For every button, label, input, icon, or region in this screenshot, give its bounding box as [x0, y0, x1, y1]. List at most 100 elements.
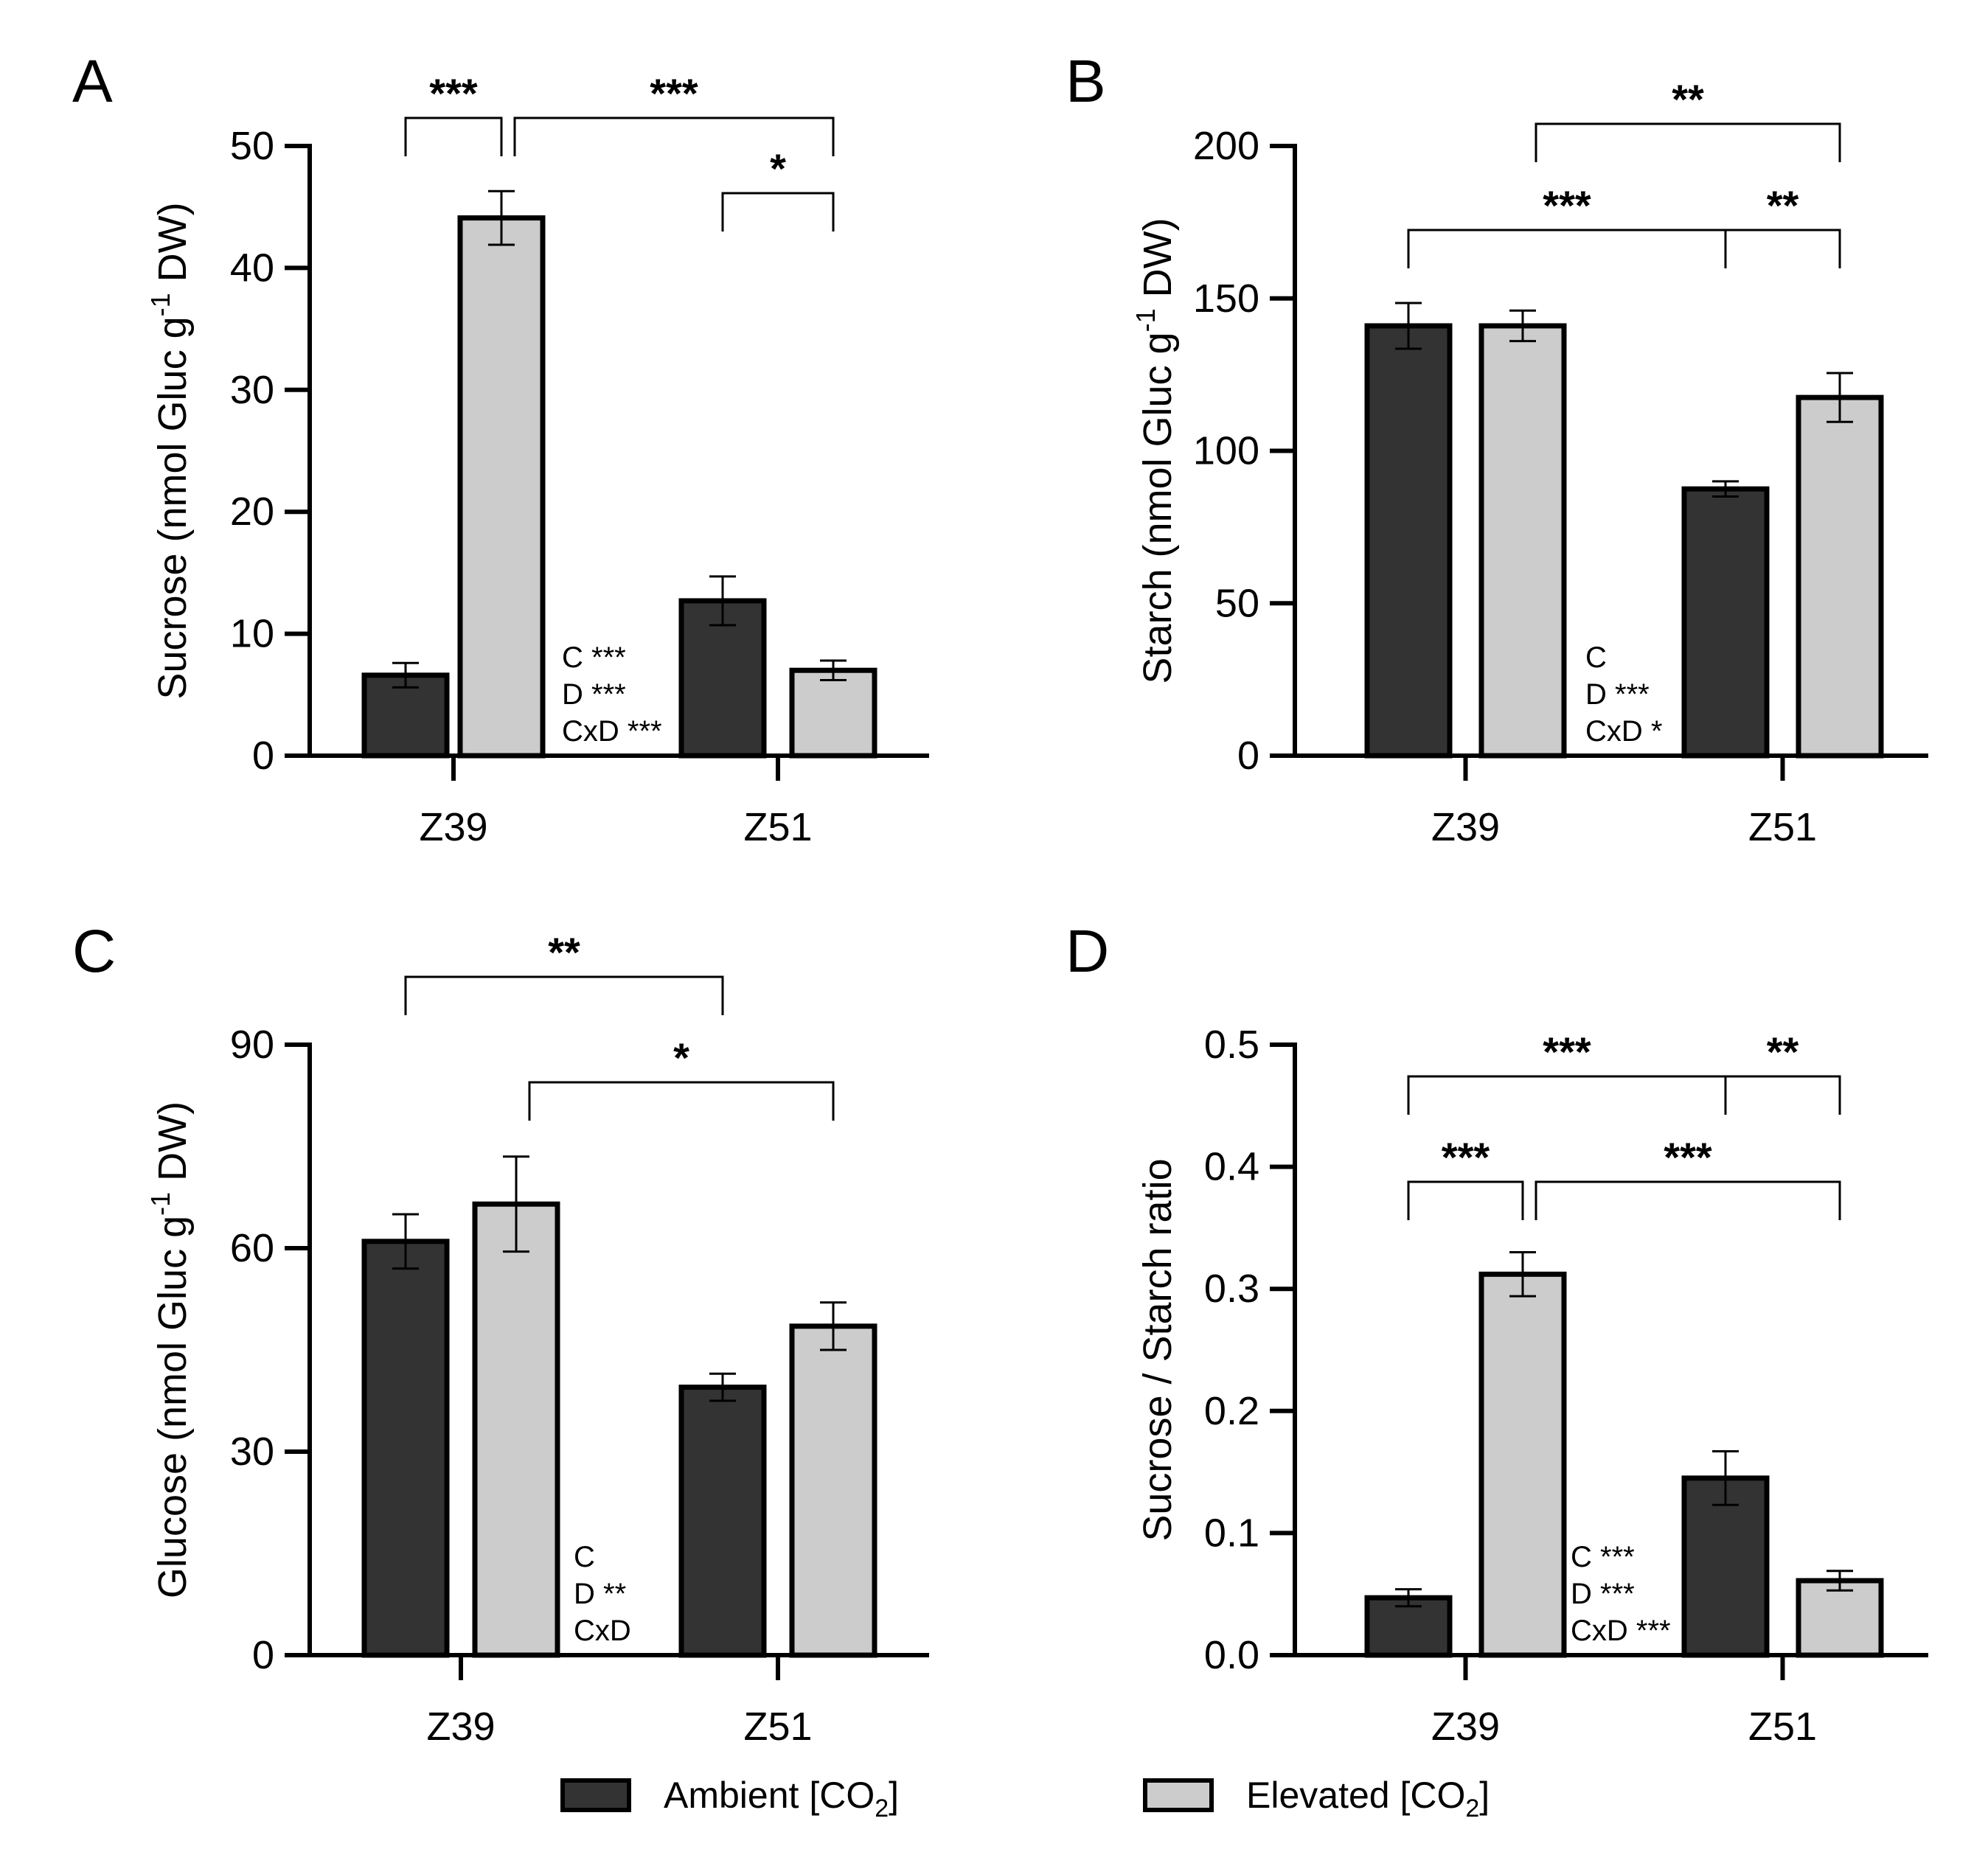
significance-bracket [1407, 1180, 1524, 1220]
y-tick-label: 40 [230, 246, 274, 290]
panel-b: B 0 50 100 150 200 Z39 Z51 Starch (nmol Gluc g-… [1066, 48, 1928, 849]
y-tick-label: 0.0 [1204, 1633, 1259, 1677]
x-tick-label: Z39 [426, 1705, 495, 1749]
y-axis-label: Sucrose / Starch ratio [1136, 1158, 1180, 1541]
significance-bracket [404, 975, 724, 1015]
x-tick-label: Z51 [1748, 1705, 1817, 1749]
y-axis-label-text: Glucose (nmol Gluc g [150, 1216, 195, 1598]
significance-bracket [721, 192, 835, 231]
y-tick-label: 0 [252, 1633, 274, 1677]
x-tick-label: Z51 [1748, 805, 1817, 849]
legend-label-ambient: Ambient [CO2] [664, 1775, 899, 1823]
significance-label: *** [1664, 1134, 1712, 1180]
anova-stat: D ** [574, 1578, 626, 1610]
significance-label: *** [1543, 182, 1591, 229]
panel-letter: D [1066, 918, 1109, 985]
significance-label: *** [650, 70, 698, 116]
anova-stat: D *** [1571, 1578, 1635, 1610]
bar-ambient-z51 [678, 598, 767, 759]
y-tick-label: 0 [1237, 734, 1259, 778]
y-tick-label: 0.1 [1204, 1511, 1259, 1555]
bar-elevated-z51 [789, 1323, 877, 1658]
y-tick-label: 0.4 [1204, 1145, 1259, 1189]
bar-ambient-z39 [1364, 323, 1453, 759]
significance-label: * [673, 1034, 689, 1081]
legend-swatch-elevated [1143, 1778, 1214, 1812]
anova-stat: C [574, 1541, 595, 1573]
y-axis-label-text: Sucrose (nmol Gluc g [150, 316, 195, 699]
panel-letter: C [72, 918, 116, 985]
significance-bracket [404, 116, 503, 156]
y-axis-label: Starch (nmol Gluc g-1 DW) [1130, 217, 1180, 683]
legend-item-elevated: Elevated [CO2] [1143, 1775, 1490, 1823]
significance-bracket [1535, 1180, 1841, 1220]
y-axis-label-text: Sucrose / Starch ratio [1136, 1158, 1180, 1541]
significance-label: ** [1767, 1028, 1799, 1075]
y-axis-label-sup: -1 [145, 293, 175, 316]
bar-ambient-z39 [361, 1239, 450, 1658]
significance-bracket [528, 1081, 835, 1121]
significance-label: *** [429, 70, 478, 116]
significance-label: ** [1672, 76, 1704, 122]
significance-label: *** [1442, 1134, 1490, 1180]
y-axis-label: Glucose (nmol Gluc g-1 DW) [145, 1101, 195, 1598]
bar-elevated-z39 [1478, 323, 1567, 759]
bar-elevated-z39 [1478, 1271, 1567, 1658]
y-axis-label-text: Starch (nmol Gluc g [1136, 332, 1180, 683]
y-tick-label: 30 [230, 368, 274, 412]
bar-ambient-z51 [1681, 486, 1770, 759]
y-tick-label: 0.2 [1204, 1389, 1259, 1433]
y-tick-label: 0.3 [1204, 1267, 1259, 1311]
bar-elevated-z39 [457, 215, 546, 759]
x-tick-label: Z39 [1431, 1705, 1500, 1749]
anova-stat: C [1585, 641, 1607, 674]
y-tick-label: 100 [1193, 429, 1259, 473]
anova-stat: CxD *** [1571, 1615, 1671, 1647]
x-tick-label: Z51 [743, 805, 812, 849]
panel-letter: B [1066, 48, 1106, 115]
significance-label: ** [1767, 182, 1799, 229]
x-tick-label: Z39 [419, 805, 487, 849]
anova-stat: D *** [562, 678, 626, 711]
anova-stat: CxD *** [562, 715, 662, 748]
y-tick-label: 10 [230, 612, 274, 656]
y-axis-label: Sucrose (nmol Gluc g-1 DW) [145, 202, 195, 699]
bar-ambient-z39 [361, 672, 450, 759]
anova-stat: C *** [1571, 1541, 1635, 1573]
bar-elevated-z51 [1796, 1578, 1884, 1658]
bar-elevated-z51 [789, 667, 877, 759]
significance-bracket [1724, 1075, 1841, 1115]
legend: Ambient [CO2] Elevated [CO2] [560, 1775, 1490, 1823]
y-axis-label-tail: DW) [1136, 217, 1180, 308]
panel-letter: A [72, 48, 113, 115]
significance-bracket [1724, 229, 1841, 268]
x-tick-label: Z39 [1431, 805, 1500, 849]
y-axis-label-sup: -1 [1130, 308, 1161, 332]
y-tick-label: 200 [1193, 124, 1259, 168]
significance-label: * [770, 145, 786, 192]
panel-c: C 0 30 60 90 Z39 Z51 Glucose (nmol Gluc g-1 DW… [72, 918, 929, 1749]
panel-d: D 0.0 0.1 0.2 0.3 0.4 0.5 Z39 Z51 Sucrose / Star… [1066, 918, 1928, 1749]
significance-label: ** [548, 929, 580, 975]
y-tick-label: 60 [230, 1226, 274, 1270]
significance-bracket [513, 116, 835, 156]
y-tick-label: 150 [1193, 276, 1259, 321]
legend-item-ambient: Ambient [CO2] [560, 1775, 899, 1823]
bar-ambient-z51 [678, 1385, 767, 1658]
y-tick-label: 50 [230, 124, 274, 168]
panel-a: A 0 10 20 30 40 50 Z39 Z51 Sucrose (nmol Gluc g-… [72, 48, 929, 849]
y-axis-label-tail: DW) [150, 1101, 195, 1192]
anova-stat: CxD [574, 1615, 631, 1647]
legend-swatch-ambient [560, 1778, 631, 1812]
anova-stat: C *** [562, 641, 626, 674]
y-tick-label: 90 [230, 1023, 274, 1067]
anova-stat: D *** [1585, 678, 1650, 711]
legend-label-elevated: Elevated [CO2] [1246, 1775, 1490, 1823]
anova-stat: CxD * [1585, 715, 1662, 748]
x-tick-label: Z51 [743, 1705, 812, 1749]
bar-elevated-z39 [472, 1201, 560, 1658]
y-tick-label: 30 [230, 1430, 274, 1474]
significance-label: *** [1543, 1028, 1591, 1075]
y-axis-label-tail: DW) [150, 202, 195, 293]
